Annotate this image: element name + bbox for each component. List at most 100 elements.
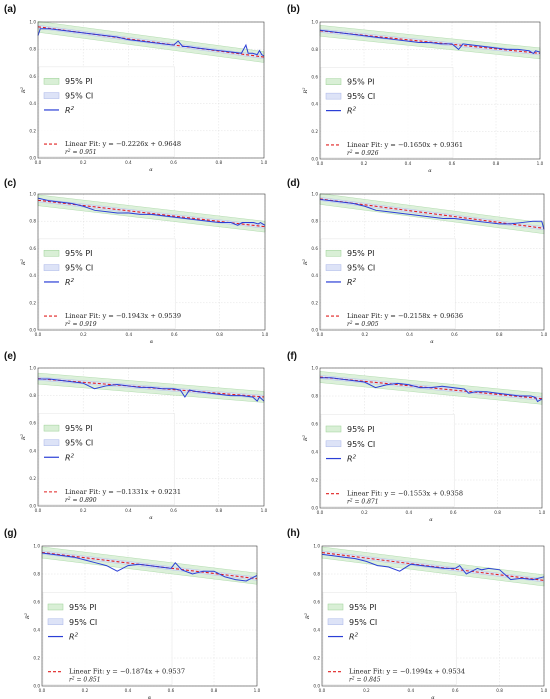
fit-line <box>319 198 545 229</box>
legend-fit-label: Linear Fit: y = −0.2226x + 0.9648 <box>65 140 181 148</box>
x-tick-label: 0.0 <box>317 332 324 337</box>
x-tick-label: 0.8 <box>215 508 222 513</box>
y-tick-label: 0.6 <box>29 421 36 426</box>
legend-fit-label: Linear Fit: y = −0.1994x + 0.9534 <box>349 668 465 676</box>
legend-ci-label: 95% CI <box>347 440 375 449</box>
y-tick-label: 0.2 <box>311 300 318 305</box>
x-tick-label: 0.8 <box>493 161 500 166</box>
legend-ci-swatch <box>325 92 342 100</box>
y-axis-label: R2 <box>302 434 309 442</box>
y-tick-label: 0.6 <box>311 422 318 427</box>
legend-fit-label: Linear Fit: y = −0.1331x + 0.9231 <box>65 488 181 496</box>
legend-pi-label: 95% PI <box>65 424 93 433</box>
y-tick-label: 0.4 <box>313 628 320 633</box>
legend-r2-value: r2 = 0.890 <box>65 495 97 504</box>
r2-series-line <box>37 197 266 226</box>
y-tick-label: 0.6 <box>29 74 36 79</box>
y-tick-label: 0.2 <box>311 129 318 134</box>
legend-fit-label: Linear Fit: y = −0.1943x + 0.9539 <box>65 312 181 320</box>
x-tick-label: 0.0 <box>35 508 42 513</box>
legend-box <box>38 238 176 329</box>
panel-label: (b) <box>287 4 300 15</box>
y-tick-label: 0.4 <box>33 628 40 633</box>
y-tick-label: 0.4 <box>311 450 318 455</box>
y-axis-label: R2 <box>302 258 309 266</box>
y-tick-label: 0.2 <box>29 128 36 133</box>
y-axis-label: R2 <box>304 612 311 620</box>
y-tick-label: 1.0 <box>29 192 36 197</box>
legend-fit-label: Linear Fit: y = −0.1874x + 0.9537 <box>69 668 185 676</box>
r2-series-line <box>38 378 265 402</box>
y-axis-label: R2 <box>20 258 27 266</box>
legend-pi-label: 95% PI <box>347 249 375 258</box>
x-tick-label: 0.0 <box>39 688 46 693</box>
x-axis-label: α <box>428 168 432 174</box>
y-tick-label: 0.8 <box>29 393 36 398</box>
x-tick-label: 1.0 <box>254 688 261 693</box>
legend-pi-swatch <box>325 249 342 257</box>
y-tick-label: 0.0 <box>33 684 40 689</box>
legend-pi-swatch <box>327 603 344 611</box>
legend-ci-label: 95% CI <box>69 618 97 627</box>
legend-ci-swatch <box>43 92 60 99</box>
x-tick-label: 0.2 <box>361 161 368 166</box>
x-axis-label: α <box>431 695 435 699</box>
legend-r2-label: R2 <box>347 107 357 116</box>
panel-label: (c) <box>4 178 16 189</box>
x-tick-label: 1.0 <box>537 161 544 166</box>
axes-frame <box>41 545 258 687</box>
legend-pi-swatch <box>43 424 60 432</box>
legend-box <box>320 414 455 507</box>
x-tick-label: 0.4 <box>125 332 132 337</box>
legend-r2-label: R2 <box>349 633 359 642</box>
r2-series-line <box>37 28 265 57</box>
legend-fit-label: Linear Fit: y = −0.2158x + 0.9636 <box>347 312 463 320</box>
x-tick-label: 0.2 <box>80 508 87 513</box>
x-tick-label: 0.4 <box>407 688 414 693</box>
x-tick-label: 0.2 <box>361 510 368 515</box>
y-tick-label: 1.0 <box>29 366 36 371</box>
r2-series-line <box>319 198 545 230</box>
y-tick-label: 0.8 <box>311 219 318 224</box>
legend-r2-label: R2 <box>65 453 75 462</box>
axes-frame <box>319 193 545 331</box>
axes-frame <box>319 367 543 509</box>
x-axis-label: α <box>150 339 154 345</box>
y-tick-label: 0.6 <box>29 246 36 251</box>
x-tick-label: 0.0 <box>35 332 42 337</box>
y-tick-label: 0.6 <box>311 74 318 79</box>
fit-line <box>41 551 258 580</box>
x-tick-label: 0.2 <box>82 688 89 693</box>
x-tick-label: 0.6 <box>449 161 456 166</box>
y-tick-label: 0.2 <box>29 476 36 481</box>
y-tick-label: 1.0 <box>29 20 36 25</box>
legend-pi-label: 95% PI <box>347 78 375 87</box>
y-tick-label: 0.4 <box>29 448 36 453</box>
x-axis-label: α <box>148 695 152 699</box>
y-tick-label: 1.0 <box>33 544 40 549</box>
y-tick-label: 0.0 <box>29 328 36 333</box>
x-axis-label: α <box>430 339 434 345</box>
y-tick-label: 0.0 <box>29 504 36 509</box>
panel-label: (h) <box>287 528 300 539</box>
y-tick-label: 0.2 <box>29 300 36 305</box>
legend-box <box>38 413 175 505</box>
legend-ci-label: 95% CI <box>65 92 93 101</box>
x-tick-label: 0.6 <box>171 332 178 337</box>
x-tick-label: 0.8 <box>216 332 223 337</box>
panel-label: (d) <box>287 178 300 189</box>
x-tick-label: 0.0 <box>317 161 324 166</box>
y-tick-label: 0.8 <box>29 47 36 52</box>
y-tick-label: 0.8 <box>311 47 318 52</box>
y-tick-label: 0.0 <box>313 684 320 689</box>
legend-ci-swatch <box>43 264 60 271</box>
x-tick-label: 1.0 <box>539 510 546 515</box>
legend-ci-swatch <box>325 264 342 271</box>
axes-frame <box>37 21 265 159</box>
x-tick-label: 0.8 <box>494 510 501 515</box>
legend-fit-label: Linear Fit: y = −0.1650x + 0.9361 <box>347 141 463 149</box>
legend-ci-swatch <box>327 618 344 626</box>
legend-pi-label: 95% PI <box>349 603 377 612</box>
x-tick-label: 0.2 <box>80 332 87 337</box>
y-tick-label: 0.8 <box>311 394 318 399</box>
